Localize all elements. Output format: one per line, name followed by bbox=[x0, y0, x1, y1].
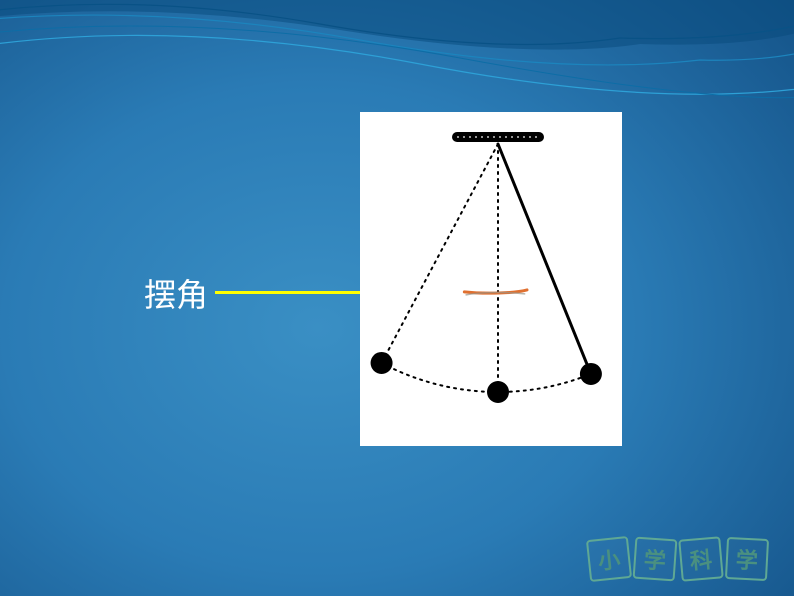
corner-char-2: 学 bbox=[633, 537, 678, 582]
corner-label: 小 学 科 学 bbox=[588, 538, 768, 580]
wave-fill-1 bbox=[0, 0, 794, 50]
corner-char-1: 小 bbox=[586, 536, 632, 582]
angle-label: 摆角 bbox=[144, 270, 208, 316]
corner-char-3: 科 bbox=[678, 536, 724, 582]
wave-path-2 bbox=[0, 15, 794, 65]
wave-path-4 bbox=[0, 26, 794, 98]
pendulum-diagram bbox=[360, 112, 622, 446]
wave-path-1 bbox=[0, 4, 794, 44]
corner-char-4: 学 bbox=[725, 537, 769, 581]
wave-path-3 bbox=[0, 35, 794, 94]
pendulum-svg bbox=[360, 112, 622, 446]
